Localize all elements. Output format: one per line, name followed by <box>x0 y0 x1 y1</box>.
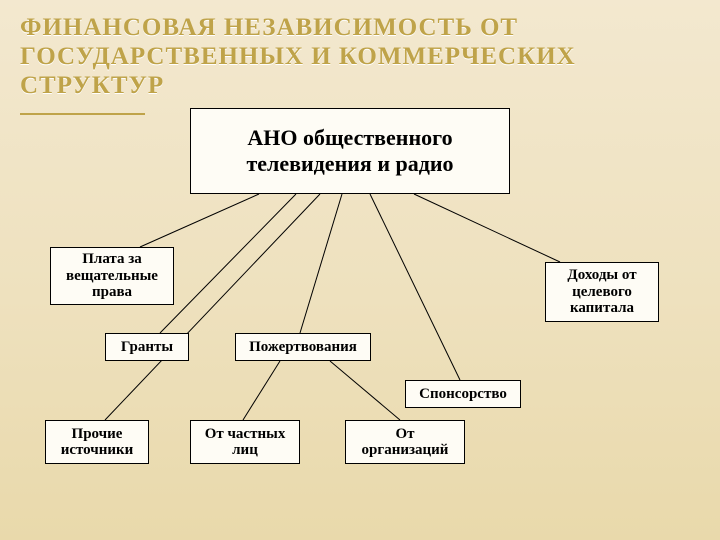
node-grants: Гранты <box>105 333 189 361</box>
title-underline <box>20 113 145 115</box>
node-orgs: От организаций <box>345 420 465 464</box>
diagram-canvas: ФИНАНСОВАЯ НЕЗАВИСИМОСТЬ ОТ ГОСУДАРСТВЕН… <box>0 0 720 540</box>
node-donations: Пожертвования <box>235 333 371 361</box>
node-main: АНО общественного телевидения и радио <box>190 108 510 194</box>
page-title: ФИНАНСОВАЯ НЕЗАВИСИМОСТЬ ОТ ГОСУДАРСТВЕН… <box>20 14 660 100</box>
node-broadcast: Плата за вещательные права <box>50 247 174 305</box>
node-private: От частных лиц <box>190 420 300 464</box>
node-other: Прочие источники <box>45 420 149 464</box>
node-sponsorship: Спонсорство <box>405 380 521 408</box>
node-endowment: Доходы от целевого капитала <box>545 262 659 322</box>
